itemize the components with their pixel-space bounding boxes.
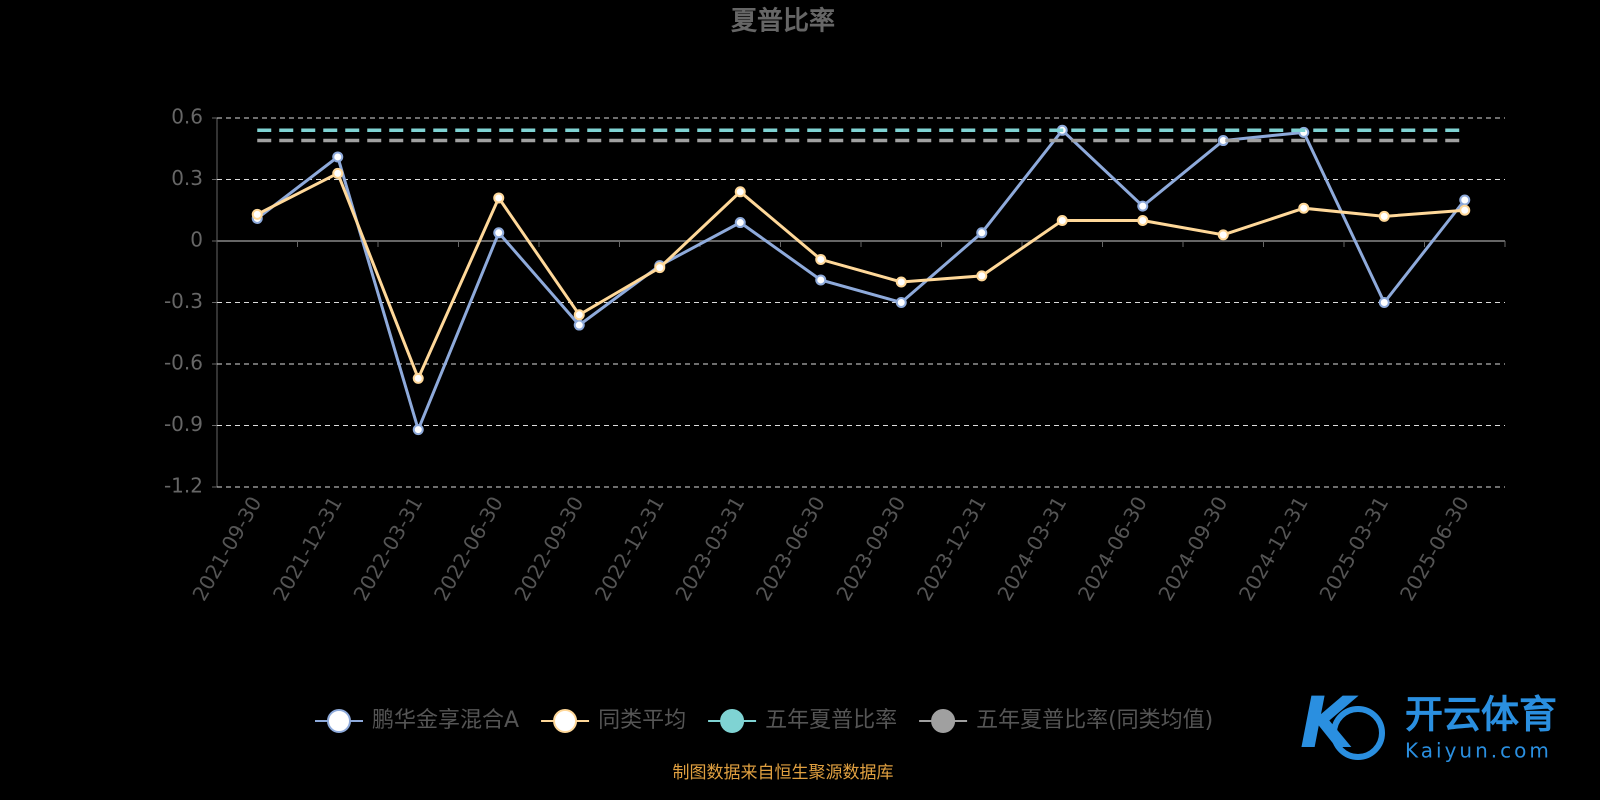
y-tick-label: 0 bbox=[190, 228, 203, 252]
x-tick-label: 2022-09-30 bbox=[509, 492, 588, 605]
data-point bbox=[1056, 215, 1068, 226]
data-point bbox=[332, 167, 344, 179]
x-tick-label: 2024-03-31 bbox=[992, 492, 1071, 605]
y-tick-label: -0.3 bbox=[164, 289, 203, 313]
legend-label: 五年夏普比率 bbox=[765, 708, 897, 733]
x-tick-label: 2025-06-30 bbox=[1395, 492, 1474, 605]
y-tick-label: 0.6 bbox=[171, 105, 203, 129]
y-tick-label: -0.9 bbox=[164, 412, 203, 436]
series-line bbox=[256, 171, 1465, 383]
watermark-site: Kaiyun.com bbox=[1405, 739, 1552, 763]
data-point bbox=[1378, 297, 1390, 308]
data-point bbox=[332, 151, 344, 163]
data-point bbox=[895, 297, 907, 308]
x-tick-label: 2024-12-31 bbox=[1234, 492, 1313, 605]
data-point bbox=[493, 192, 505, 204]
x-tick-label: 2022-06-30 bbox=[429, 492, 508, 605]
data-point bbox=[895, 276, 907, 288]
legend-label: 五年夏普比率(同类均值) bbox=[976, 708, 1213, 733]
x-tick-label: 2022-03-31 bbox=[348, 492, 427, 605]
watermark: K 开云体育 Kaiyun.com bbox=[1300, 682, 1557, 764]
x-tick-label: 2024-09-30 bbox=[1153, 492, 1232, 605]
data-point bbox=[412, 372, 424, 384]
logo-ball bbox=[1331, 706, 1385, 760]
legend-marker bbox=[327, 709, 351, 733]
data-point bbox=[1378, 210, 1390, 222]
data-point bbox=[251, 208, 263, 220]
data-point bbox=[1137, 215, 1149, 226]
data-point bbox=[976, 227, 988, 239]
series-line bbox=[256, 128, 1466, 435]
x-tick-label: 2024-06-30 bbox=[1073, 492, 1152, 605]
data-point bbox=[573, 319, 585, 331]
legend-label: 同类平均 bbox=[598, 708, 686, 733]
data-point bbox=[493, 227, 505, 239]
legend-label: 鹏华金享混合A bbox=[372, 708, 519, 733]
data-point bbox=[1298, 202, 1310, 214]
x-tick-label: 2023-03-31 bbox=[670, 492, 749, 605]
chart-title: 夏普比率 bbox=[731, 6, 835, 37]
data-point bbox=[654, 262, 666, 274]
y-tick-label: -1.2 bbox=[164, 474, 203, 498]
data-point bbox=[734, 217, 746, 229]
x-tick-label: 2023-12-31 bbox=[912, 492, 991, 605]
watermark-brand: 开云体育 bbox=[1405, 693, 1557, 737]
data-point bbox=[1459, 204, 1471, 216]
source-note: 制图数据来自恒生聚源数据库 bbox=[673, 763, 894, 783]
legend-item: 同类平均 bbox=[541, 708, 686, 733]
x-tick-label: 2023-06-30 bbox=[751, 492, 830, 605]
data-point bbox=[573, 309, 585, 321]
data-point bbox=[815, 274, 827, 286]
legend-marker bbox=[720, 709, 745, 733]
data-point bbox=[815, 253, 827, 265]
legend-marker bbox=[931, 709, 956, 733]
legend-item: 鹏华金享混合A bbox=[315, 708, 519, 733]
x-tick-label: 2022-12-31 bbox=[590, 492, 669, 605]
legend-marker bbox=[553, 709, 578, 733]
data-point bbox=[976, 270, 988, 282]
legend-item: 五年夏普比率 bbox=[708, 708, 897, 733]
data-point bbox=[412, 424, 424, 436]
logo-k: K bbox=[1300, 682, 1359, 764]
y-tick-label: 0.3 bbox=[171, 166, 203, 190]
legend-item: 五年夏普比率(同类均值) bbox=[919, 708, 1213, 733]
x-tick-label: 2025-03-31 bbox=[1314, 492, 1393, 605]
y-tick-label: -0.6 bbox=[164, 351, 203, 375]
data-point bbox=[1217, 229, 1229, 241]
x-tick-label: 2021-12-31 bbox=[268, 492, 347, 605]
x-tick-label: 2021-09-30 bbox=[187, 492, 266, 605]
data-point bbox=[734, 186, 746, 198]
data-point bbox=[1137, 200, 1149, 212]
data-point bbox=[1459, 194, 1471, 206]
x-tick-label: 2023-09-30 bbox=[831, 492, 910, 605]
